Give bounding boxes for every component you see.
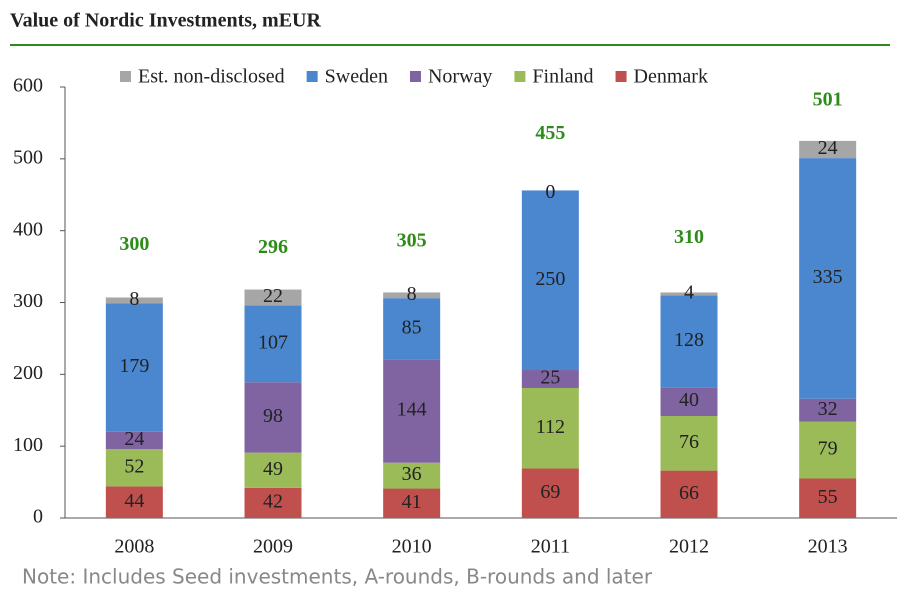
bar-segment: [105, 486, 163, 518]
bar-segment: [660, 295, 718, 388]
legend-swatch: [514, 71, 526, 82]
data-label: 24: [124, 428, 144, 450]
data-label: 76: [679, 431, 699, 453]
data-label: 22: [263, 285, 283, 307]
total-label: 310: [674, 226, 704, 248]
bar-segment: [244, 452, 302, 488]
legend-swatch: [409, 71, 421, 82]
bar-segment: [383, 292, 441, 299]
bar-segment: [799, 478, 857, 518]
data-label: 41: [402, 491, 422, 513]
bar-segment: [244, 487, 302, 518]
total-label: 455: [535, 122, 565, 144]
data-label: 66: [679, 482, 699, 504]
bar-segment: [383, 462, 441, 489]
y-tick-label: 100: [13, 434, 43, 456]
data-label: 128: [674, 329, 704, 351]
bar-segment: [660, 292, 718, 296]
x-tick-label: 2011: [531, 536, 570, 558]
note: Note: Includes Seed investments, A-round…: [22, 565, 653, 589]
data-label: 0: [545, 181, 555, 203]
bar-segment: [799, 158, 857, 399]
total-label: 296: [258, 236, 288, 258]
bar-segment: [521, 387, 579, 469]
bar-segment: [799, 398, 857, 422]
bar-segment: [799, 421, 857, 479]
data-label: 107: [258, 331, 288, 353]
data-label: 8: [129, 288, 139, 310]
y-tick-label: 200: [13, 362, 43, 384]
bar-segment: [105, 303, 163, 432]
data-label: 85: [402, 316, 422, 338]
x-tick-label: 2009: [253, 536, 293, 558]
bar-segment: [521, 468, 579, 518]
legend-swatch: [615, 71, 627, 82]
data-label: 55: [818, 486, 838, 508]
chart-title: Value of Nordic Investments, mEUR: [10, 10, 321, 32]
data-label: 8: [407, 283, 417, 305]
data-label: 69: [540, 481, 560, 503]
bar-segment: [660, 415, 718, 471]
data-label: 144: [397, 399, 427, 421]
data-label: 32: [818, 398, 838, 420]
legend-swatch: [120, 71, 131, 82]
total-label: 300: [119, 233, 149, 255]
data-label: 4: [684, 281, 694, 303]
bar-segment: [521, 370, 579, 388]
x-tick-label: 2008: [114, 536, 154, 558]
bar-segment: [799, 140, 857, 159]
bar-segment: [105, 449, 163, 487]
bar-segment: [244, 382, 302, 453]
bar-segment: [383, 359, 441, 463]
data-label: 40: [679, 389, 699, 411]
data-label: 52: [124, 455, 144, 477]
legend-label: Finland: [532, 66, 593, 88]
x-tick-label: 2012: [669, 536, 709, 558]
data-label: 49: [263, 458, 283, 480]
data-label: 79: [818, 438, 838, 460]
total-label: 305: [397, 230, 427, 252]
y-tick-label: 400: [13, 218, 43, 240]
legend-label: Est. non-disclosed: [138, 66, 285, 88]
data-label: 179: [119, 355, 149, 377]
data-label: 250: [535, 268, 565, 290]
bar-segment: [244, 289, 302, 306]
bar-segment: [383, 488, 441, 518]
data-label: 36: [402, 463, 422, 485]
x-tick-label: 2010: [392, 536, 432, 558]
bar-segment: [383, 298, 441, 360]
data-label: 42: [263, 491, 283, 513]
bar-segment: [521, 190, 579, 371]
data-label: 98: [263, 405, 283, 427]
legend-label: Sweden: [325, 66, 388, 88]
legend-swatch: [306, 71, 318, 82]
legend-label: Denmark: [634, 66, 708, 88]
x-tick-label: 2013: [808, 536, 848, 558]
y-tick-label: 500: [13, 146, 43, 168]
y-tick-label: 300: [13, 290, 43, 312]
data-label: 24: [818, 137, 838, 159]
bar-segment: [660, 470, 718, 518]
data-label: 25: [540, 367, 560, 389]
bar-segment: [660, 387, 718, 416]
legend-label: Norway: [428, 66, 492, 88]
data-label: 44: [124, 490, 144, 512]
bar-segment: [105, 431, 163, 450]
bar-segment: [105, 297, 163, 304]
bar-segment: [244, 305, 302, 383]
data-label: 335: [813, 266, 843, 288]
y-tick-label: 600: [13, 75, 43, 97]
y-tick-label: 0: [33, 506, 43, 528]
data-label: 112: [536, 416, 565, 438]
total-label: 501: [813, 89, 843, 111]
